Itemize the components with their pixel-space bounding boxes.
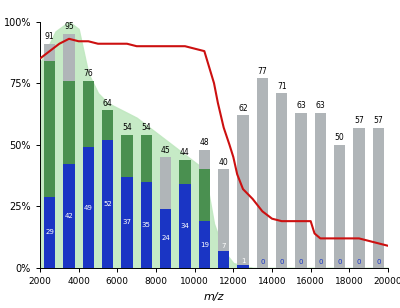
Bar bbox=[256, 78, 268, 268]
Bar bbox=[44, 61, 56, 197]
Bar bbox=[82, 147, 94, 268]
Bar bbox=[353, 128, 365, 268]
Bar bbox=[179, 184, 191, 268]
Text: 42: 42 bbox=[65, 213, 73, 219]
Text: 0: 0 bbox=[299, 259, 303, 265]
Bar bbox=[276, 93, 288, 268]
Bar bbox=[314, 113, 326, 268]
X-axis label: m/z: m/z bbox=[204, 292, 224, 302]
Text: 19: 19 bbox=[200, 241, 209, 248]
Bar bbox=[121, 177, 133, 268]
Text: 40: 40 bbox=[219, 158, 228, 167]
Text: 62: 62 bbox=[238, 104, 248, 113]
Text: 0: 0 bbox=[318, 259, 322, 265]
Text: 71: 71 bbox=[277, 82, 286, 91]
Text: 52: 52 bbox=[103, 201, 112, 207]
Text: 63: 63 bbox=[296, 101, 306, 110]
Text: 44: 44 bbox=[180, 148, 190, 157]
Text: 95: 95 bbox=[64, 22, 74, 31]
Text: 64: 64 bbox=[103, 99, 112, 108]
Bar bbox=[140, 182, 152, 268]
Text: 0: 0 bbox=[357, 259, 361, 265]
Bar bbox=[160, 157, 172, 209]
Text: 57: 57 bbox=[374, 116, 383, 125]
Text: 45: 45 bbox=[161, 146, 170, 155]
Bar bbox=[121, 135, 133, 177]
Text: 0: 0 bbox=[338, 259, 342, 265]
Text: 34: 34 bbox=[180, 223, 190, 229]
Bar bbox=[179, 160, 191, 184]
Text: 54: 54 bbox=[142, 124, 151, 132]
Text: 7: 7 bbox=[222, 243, 226, 249]
Bar bbox=[102, 110, 114, 140]
Text: 37: 37 bbox=[122, 219, 132, 225]
Bar bbox=[63, 164, 75, 268]
Text: 91: 91 bbox=[45, 32, 54, 41]
Text: 63: 63 bbox=[316, 101, 325, 110]
Text: 57: 57 bbox=[354, 116, 364, 125]
Bar bbox=[334, 145, 346, 268]
Bar bbox=[63, 81, 75, 164]
Bar bbox=[237, 265, 249, 268]
Text: 29: 29 bbox=[45, 229, 54, 235]
Text: 0: 0 bbox=[280, 259, 284, 265]
Text: 49: 49 bbox=[84, 205, 93, 211]
Bar bbox=[198, 169, 210, 221]
Bar bbox=[63, 34, 75, 81]
Text: 0: 0 bbox=[376, 259, 380, 265]
Text: 0: 0 bbox=[260, 259, 264, 265]
Bar bbox=[102, 140, 114, 268]
Text: 54: 54 bbox=[122, 124, 132, 132]
Bar bbox=[198, 221, 210, 268]
Text: 50: 50 bbox=[335, 133, 344, 142]
Bar bbox=[198, 150, 210, 169]
Bar bbox=[218, 169, 230, 251]
Bar bbox=[160, 209, 172, 268]
Text: 24: 24 bbox=[161, 235, 170, 241]
Bar bbox=[44, 197, 56, 268]
Bar bbox=[140, 135, 152, 182]
Text: 76: 76 bbox=[84, 69, 93, 78]
Bar bbox=[237, 115, 249, 265]
Bar bbox=[218, 251, 230, 268]
Bar bbox=[295, 113, 307, 268]
Text: 1: 1 bbox=[241, 257, 245, 264]
Text: 35: 35 bbox=[142, 222, 151, 228]
Text: 77: 77 bbox=[258, 67, 267, 76]
Bar bbox=[82, 81, 94, 147]
Text: 48: 48 bbox=[200, 138, 209, 147]
Bar bbox=[372, 128, 384, 268]
Bar bbox=[44, 44, 56, 61]
